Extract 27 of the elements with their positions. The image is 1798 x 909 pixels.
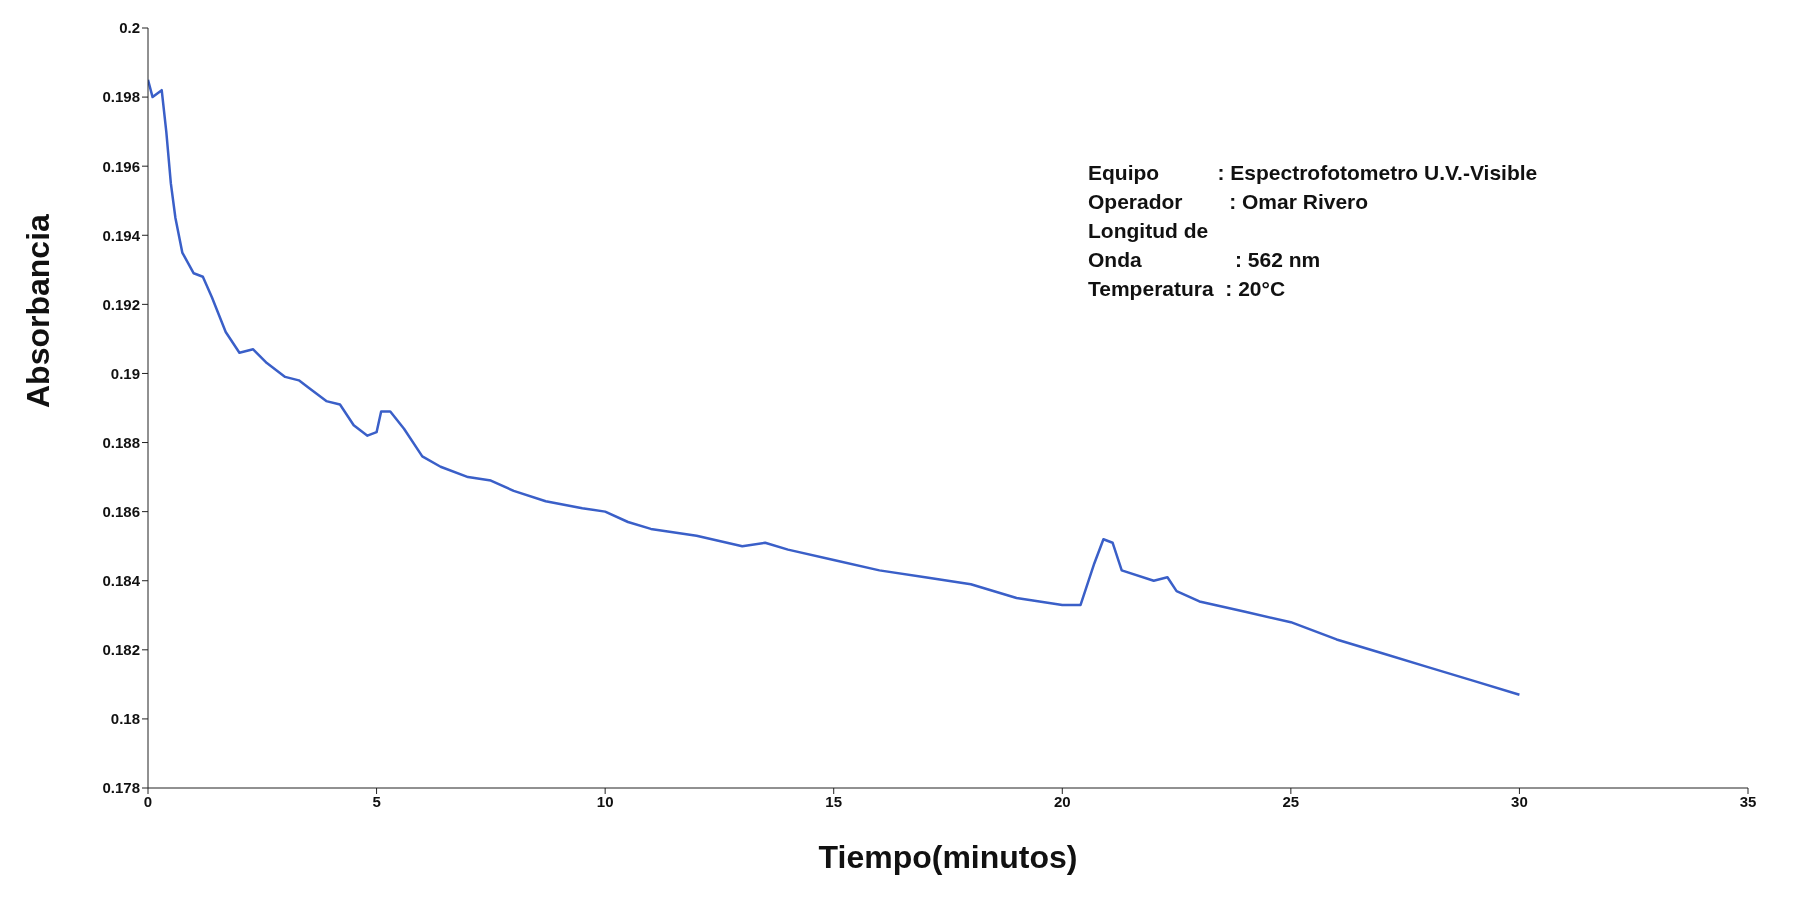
x-tick-label: 30 — [1511, 792, 1528, 810]
y-tick-label: 0.182 — [102, 641, 140, 659]
x-tick-label: 0 — [143, 792, 153, 810]
x-tick-label: 5 — [372, 792, 381, 810]
y-tick-label: 0.18 — [110, 710, 140, 728]
annotation: Operador : Omar Rivero — [1088, 189, 1370, 215]
annotation: Equipo : Espectrofotometro U.V.-Visible — [1088, 160, 1538, 186]
annotation: Temperatura : 20°C — [1088, 276, 1287, 302]
y-tick-label: 0.196 — [102, 157, 140, 175]
annotation: Onda : 562 nm — [1088, 247, 1322, 273]
y-axis-title: Absorbancia — [20, 213, 57, 408]
x-tick-label: 35 — [1739, 792, 1757, 810]
y-tick-label: 0.178 — [102, 779, 140, 797]
x-tick-label: 25 — [1282, 792, 1300, 810]
annotation: Longitud de — [1088, 218, 1210, 244]
y-tick-label: 0.2 — [119, 19, 140, 37]
x-tick-label: 20 — [1053, 792, 1071, 810]
y-tick-label: 0.184 — [102, 572, 141, 590]
y-tick-label: 0.198 — [102, 88, 140, 106]
y-tick-label: 0.194 — [102, 226, 141, 244]
y-tick-label: 0.19 — [110, 364, 140, 382]
y-tick-label: 0.192 — [102, 295, 140, 313]
x-tick-label: 10 — [596, 792, 614, 810]
x-axis-title: Tiempo(minutos) — [818, 839, 1078, 875]
y-tick-label: 0.188 — [102, 433, 140, 451]
x-tick-label: 15 — [825, 792, 843, 810]
y-tick-label: 0.186 — [102, 502, 140, 520]
